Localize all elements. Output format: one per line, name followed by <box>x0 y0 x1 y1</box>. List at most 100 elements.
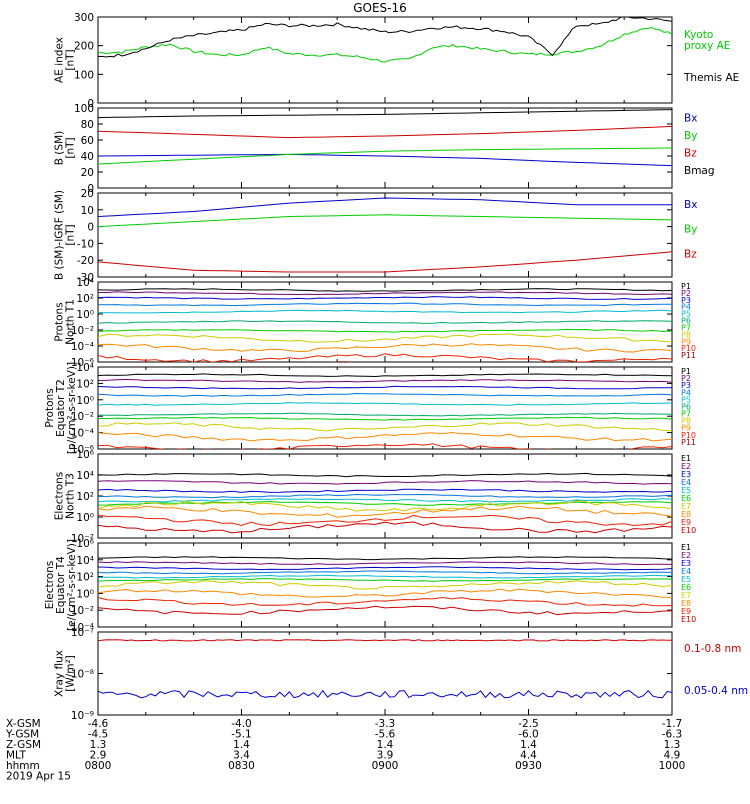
ephemeris-value: -5.6 <box>375 729 396 741</box>
channel-line-p8 <box>98 333 672 343</box>
channel-line-e6 <box>98 500 672 506</box>
panel-xray: 10⁻⁷ 10⁻⁸ 10⁻⁹ Xray flux [W/m²] 0.1-0.8 nm 0.0… <box>54 627 749 722</box>
ephemeris-label: MLT <box>6 750 26 762</box>
y-axis-label: B (SM) <box>54 131 66 165</box>
legend-entry: E2 <box>681 462 691 471</box>
channel-line-p1 <box>98 288 672 292</box>
y-axis-label: Electrons <box>44 561 56 610</box>
y-tick-label: 0 <box>87 98 94 110</box>
y-tick-label: 20 <box>81 188 94 200</box>
legend-entry: P4 <box>681 303 691 312</box>
legend-entry: E3 <box>681 559 691 568</box>
y-tick-label: 300 <box>74 12 94 24</box>
y-tick-label: 10⁰ <box>76 395 94 407</box>
y-tick-label: 10⁻⁴ <box>71 428 94 440</box>
ephemeris-value: 1.3 <box>664 739 681 751</box>
channel-line-p6 <box>98 412 672 417</box>
y-tick-label: 10⁴ <box>76 470 94 482</box>
y-tick-label: 10⁻⁹ <box>71 710 94 722</box>
y-axis-label: Equator T4 <box>55 556 67 614</box>
ephemeris-label: hhmm <box>6 760 40 772</box>
channel-line-e7 <box>98 500 672 512</box>
channel-line-e2 <box>98 561 672 566</box>
y-axis-label: North T3 <box>65 473 77 519</box>
channel-line-p4 <box>98 392 672 397</box>
ephemeris-value: 1.4 <box>520 739 537 751</box>
panel-bsm: 0 20 40 60 80 100 B (SM) [nT] Bx By Bz Bmag <box>54 103 715 195</box>
y-tick-label: 10⁻⁴ <box>71 622 94 634</box>
y-tick-label: 100 <box>74 69 94 81</box>
y-tick-label: 10⁻² <box>71 411 94 423</box>
legend-entry: Bmag <box>684 165 715 177</box>
y-tick-label: 10⁻⁷ <box>71 627 94 639</box>
ephemeris-value: -3.3 <box>375 718 396 730</box>
series-group <box>98 472 672 534</box>
channel-line-p10 <box>98 353 672 362</box>
y-axis-label: [nT] <box>65 224 77 245</box>
legend-entry: P11 <box>681 351 696 360</box>
panel-frame <box>97 542 673 628</box>
ephemeris-value: -6.3 <box>662 729 683 741</box>
ephemeris-value: 0800 <box>85 760 112 772</box>
channel-line-e1 <box>98 556 672 561</box>
channel-line-e2 <box>98 480 672 485</box>
legend-entry: E8 <box>681 510 691 519</box>
y-axis-label: Xray flux <box>54 650 66 697</box>
ephemeris-label: Z-GSM <box>6 739 41 751</box>
legend-entry: Themis AE <box>683 72 739 84</box>
channel-line-e9 <box>98 596 672 607</box>
legend-entry: By <box>684 130 697 142</box>
y-tick-label: 10⁰ <box>76 309 94 321</box>
ephemeris-value: 1.3 <box>90 739 107 751</box>
legend-entry: E6 <box>681 583 691 592</box>
legend-entry: P2 <box>681 289 691 298</box>
legend-entry: 0.1-0.8 nm <box>684 643 741 655</box>
series-line-bz <box>98 251 672 273</box>
panel-frame <box>97 16 673 104</box>
y-tick-label: 100 <box>74 103 94 115</box>
y-tick-label: 0 <box>87 222 94 234</box>
ephemeris-value: 4.4 <box>520 750 537 762</box>
legend-entry: P6 <box>681 317 691 326</box>
series-group <box>98 556 672 616</box>
ephemeris-value: 4.9 <box>664 750 681 762</box>
ephemeris-value: -5.1 <box>231 729 252 741</box>
series-line-bz <box>98 125 672 139</box>
legend-entry: P6 <box>681 402 691 411</box>
y-tick-label: 10⁶ <box>76 538 94 550</box>
series-line-by <box>98 214 672 228</box>
channel-line-e8 <box>98 505 672 518</box>
series-group <box>98 288 672 362</box>
panel-peq: 10⁴ 10² 10⁰ 10⁻² 10⁻⁴ 10⁻⁶ Protons Equator T2 [p… <box>44 362 696 456</box>
ephemeris-value: 3.4 <box>233 750 250 762</box>
channel-line-p6 <box>98 320 672 324</box>
y-axis-label: North T1 <box>65 299 77 345</box>
channel-line-p9 <box>98 431 672 442</box>
legend-entry: By <box>684 224 697 236</box>
panel-frame <box>97 453 673 539</box>
ephemeris-value: 1000 <box>659 760 686 772</box>
y-tick-label: 10⁻² <box>71 325 94 337</box>
channel-line-p7 <box>98 328 672 333</box>
y-tick-label: 10 <box>81 205 94 217</box>
y-tick-label: 10⁰ <box>76 512 94 524</box>
y-tick-label: 10⁻⁸ <box>71 669 94 681</box>
channel-line-p10 <box>98 443 672 449</box>
series-group <box>98 197 672 273</box>
channel-line-e8 <box>98 588 672 598</box>
ephemeris-value: -2.5 <box>518 718 539 730</box>
ephemeris-value: -4.0 <box>231 718 252 730</box>
legend-entry: Bx <box>684 113 697 125</box>
y-axis-label: [e/(cm²-s-sr-keV)] <box>66 539 78 631</box>
y-axis-label: AE index <box>54 37 66 83</box>
channel-line-p5 <box>98 402 672 406</box>
channel-line-p3 <box>98 296 672 300</box>
channel-line-e1 <box>98 472 672 478</box>
y-tick-label: 10² <box>76 293 94 305</box>
legend-entry: E8 <box>681 599 691 608</box>
channel-line-p1 <box>98 373 672 378</box>
ephemeris-value: 0930 <box>515 760 542 772</box>
